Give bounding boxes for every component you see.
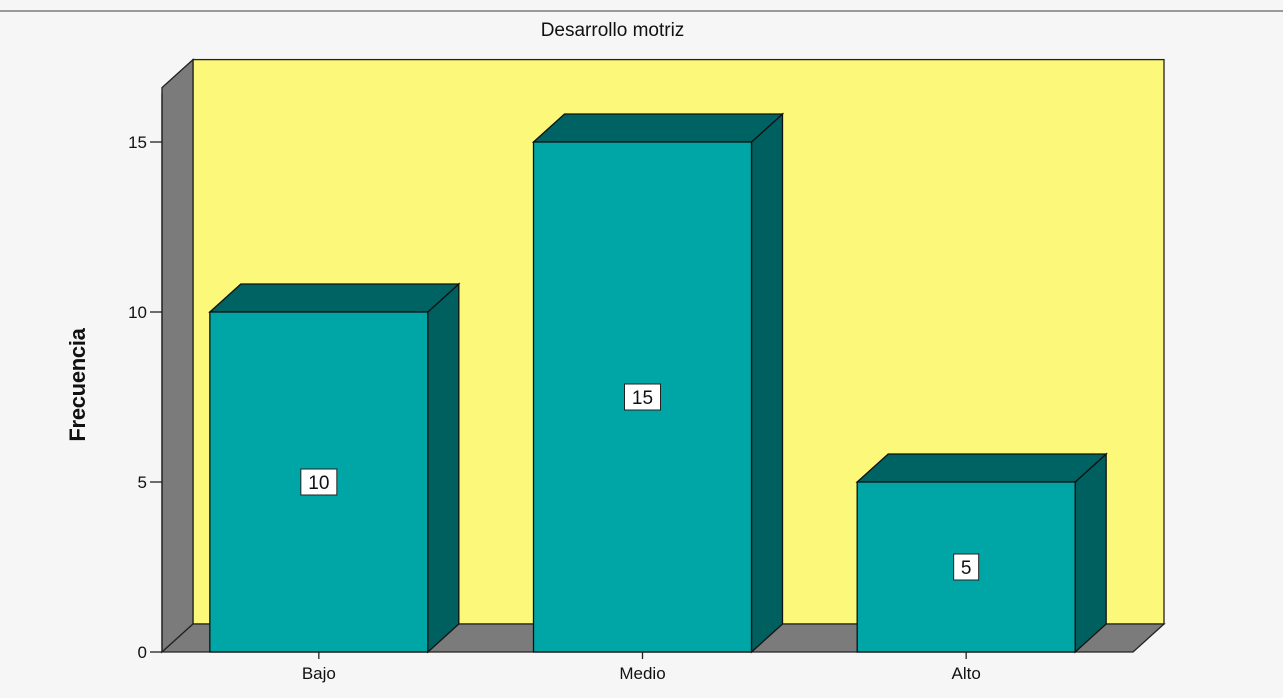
bar-top-medio bbox=[531, 113, 785, 143]
top-divider bbox=[0, 10, 1283, 12]
bar-side-alto bbox=[1074, 452, 1107, 654]
data-label: 10 bbox=[308, 473, 329, 494]
x-tick-label: Alto bbox=[952, 664, 981, 683]
data-label-box bbox=[300, 468, 338, 496]
x-tick-label: Bajo bbox=[302, 664, 336, 683]
x-tick-label: Medio bbox=[619, 664, 665, 683]
data-label-box bbox=[953, 553, 980, 581]
chart-title: Desarrollo motriz bbox=[540, 20, 685, 41]
y-tick-label: 5 bbox=[138, 473, 147, 492]
data-label-box bbox=[624, 383, 661, 411]
y-tick-label: 0 bbox=[138, 643, 147, 662]
bar-side-medio bbox=[750, 112, 784, 654]
y-tick-label: 15 bbox=[128, 133, 147, 152]
data-label: 15 bbox=[632, 388, 653, 409]
bar-top-bajo bbox=[208, 283, 461, 313]
bar-top-alto bbox=[855, 453, 1108, 483]
data-label: 5 bbox=[961, 558, 972, 579]
bar-side-bajo bbox=[427, 282, 460, 654]
y-tick-label: 10 bbox=[128, 303, 147, 322]
side-wall bbox=[161, 58, 194, 654]
